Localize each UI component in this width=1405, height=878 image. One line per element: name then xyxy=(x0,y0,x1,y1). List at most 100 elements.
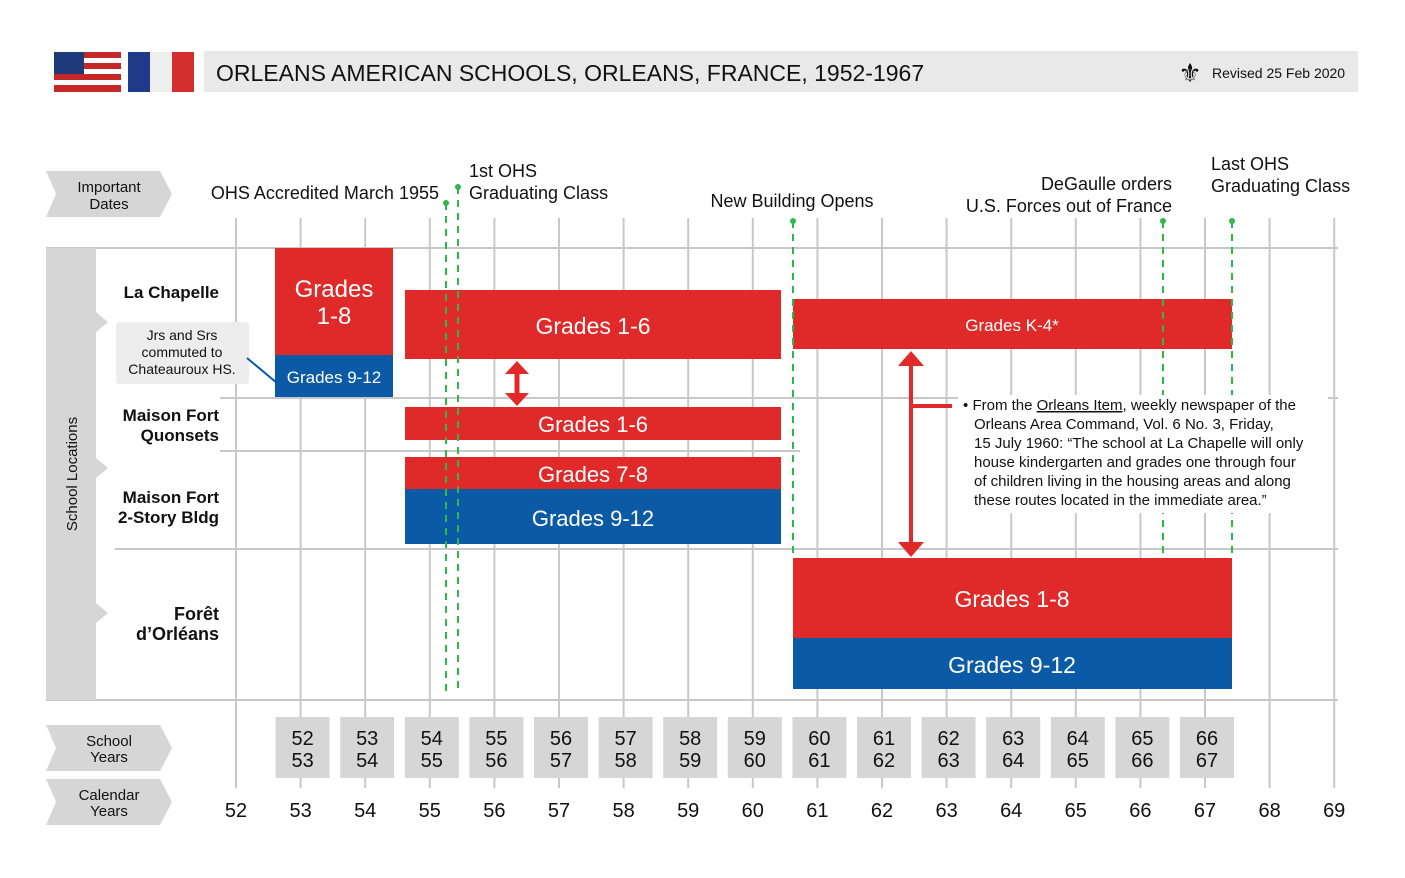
bar-la-chapelle-grades-1-8 xyxy=(275,248,393,355)
note-text: • From the Orleans Item, weekly newspape… xyxy=(963,397,1296,414)
calendar-year-label: 59 xyxy=(677,800,699,822)
callout-box xyxy=(116,322,249,384)
calendar-year-label: 52 xyxy=(225,800,247,822)
school-year-text: 55 xyxy=(421,750,443,772)
bar-la-chapelle-grades-1-6 xyxy=(405,290,781,359)
fleur-de-lis-icon: ⚜ xyxy=(1178,58,1201,88)
callout-text: Jrs and Srs xyxy=(147,327,218,343)
date-label-last-class: Last OHS xyxy=(1211,154,1289,174)
school-year-text: 66 xyxy=(1131,750,1153,772)
school-year-text: 53 xyxy=(291,750,313,772)
calendar-year-bg xyxy=(672,796,705,820)
school-year-box xyxy=(534,717,588,778)
calendar-year-bg xyxy=(478,796,511,820)
bar-label: Grades 7-8 xyxy=(538,462,648,487)
school-locations-label: School Locations xyxy=(64,417,81,531)
calendar-year-label: 66 xyxy=(1129,800,1151,822)
bar-label: Grades 1-8 xyxy=(954,586,1069,612)
calendar-years-label: Calendar xyxy=(79,787,140,804)
school-year-box xyxy=(404,717,459,778)
date-label-first-class: 1st OHS xyxy=(469,161,537,181)
school-year-text: 64 xyxy=(1002,750,1024,772)
school-years-label-bg xyxy=(46,725,172,771)
school-year-text: 54 xyxy=(356,750,378,772)
bar-two-story-grades-9-12 xyxy=(405,489,781,544)
calendar-year-label: 55 xyxy=(419,800,441,822)
location-quonsets: Quonsets xyxy=(141,426,219,445)
location-la-chapelle: La Chapelle xyxy=(124,283,219,302)
important-date-markers xyxy=(443,184,1235,693)
school-year-box xyxy=(275,717,330,778)
school-year-text: 62 xyxy=(937,728,959,750)
school-year-box xyxy=(986,717,1041,778)
calendar-year-bg xyxy=(736,796,769,820)
date-label-degaulle: U.S. Forces out of France xyxy=(966,196,1172,216)
location-foret: d’Orléans xyxy=(136,624,219,644)
calendar-year-bg xyxy=(284,796,317,820)
calendar-year-bg xyxy=(995,796,1028,820)
calendar-year-bg xyxy=(1124,796,1157,820)
calendar-year-bg xyxy=(349,796,382,820)
calendar-year-bg xyxy=(930,796,963,820)
bar-label: Grades K-4* xyxy=(965,316,1059,335)
orleans-item-link: Orleans Item xyxy=(1037,397,1123,414)
school-year-text: 57 xyxy=(550,750,572,772)
school-year-box xyxy=(598,717,653,778)
callout-text: Chateauroux HS. xyxy=(128,361,235,377)
date-label-new-building: New Building Opens xyxy=(710,191,873,211)
school-year-box xyxy=(921,717,976,778)
calendar-years-row: 52 53 54 55 56 57 58 59 60 61 62 63 64 65 66 67 68 69 xyxy=(220,796,1351,822)
bar-label: Grades 9-12 xyxy=(948,652,1076,678)
bar-label: Grades xyxy=(295,276,374,303)
calendar-year-bg xyxy=(607,796,640,820)
school-year-text: 57 xyxy=(614,728,636,750)
french-flag-icon xyxy=(128,52,194,92)
calendar-year-label: 67 xyxy=(1194,800,1216,822)
school-year-text: 53 xyxy=(356,728,378,750)
important-dates-label: Important xyxy=(77,179,141,196)
calendar-year-bg xyxy=(1253,796,1286,820)
calendar-year-label: 63 xyxy=(935,800,957,822)
calendar-year-label: 61 xyxy=(806,800,828,822)
bar-label: 1-8 xyxy=(317,303,352,330)
school-year-text: 54 xyxy=(421,728,443,750)
bar-label: Grades 1-6 xyxy=(538,412,648,437)
school-year-text: 58 xyxy=(614,750,636,772)
important-dates-label: Dates xyxy=(89,196,128,213)
location-quonsets: Maison Fort xyxy=(123,406,220,425)
school-years-label: Years xyxy=(90,749,128,766)
calendar-year-bg xyxy=(801,796,834,820)
school-year-box xyxy=(663,717,718,778)
school-year-text: 60 xyxy=(808,728,830,750)
school-year-text: 63 xyxy=(937,750,959,772)
bar-foret-grades-1-8 xyxy=(793,558,1232,638)
calendar-year-bg xyxy=(413,796,446,820)
calendar-year-label: 57 xyxy=(548,800,570,822)
school-year-text: 62 xyxy=(873,750,895,772)
school-year-text: 65 xyxy=(1067,750,1089,772)
callout-text: commuted to xyxy=(142,344,223,360)
school-years-label: School xyxy=(86,733,132,750)
bar-two-story-grades-7-8 xyxy=(405,457,781,489)
school-year-text: 61 xyxy=(808,750,830,772)
calendar-year-label: 65 xyxy=(1065,800,1087,822)
school-year-box xyxy=(340,717,395,778)
calendar-year-label: 53 xyxy=(289,800,311,822)
calendar-years-label: Years xyxy=(90,803,128,820)
school-year-text: 66 xyxy=(1196,728,1218,750)
school-year-text: 52 xyxy=(291,728,313,750)
school-year-box xyxy=(1115,717,1170,778)
double-arrow-icon xyxy=(898,351,952,557)
school-year-text: 56 xyxy=(550,728,572,750)
calendar-years-label-bg xyxy=(46,779,172,825)
date-label-accredited: OHS Accredited March 1955 xyxy=(211,183,439,203)
bar-la-chapelle-grades-k-4 xyxy=(793,299,1232,349)
school-year-text: 59 xyxy=(744,728,766,750)
note-box xyxy=(958,395,1328,513)
bar-la-chapelle-grades-9-12 xyxy=(275,355,393,397)
calendar-year-label: 62 xyxy=(871,800,893,822)
school-year-text: 56 xyxy=(485,750,507,772)
note-text: these routes located in the immediate ar… xyxy=(974,492,1267,509)
school-year-box xyxy=(792,717,847,778)
school-year-text: 65 xyxy=(1131,728,1153,750)
